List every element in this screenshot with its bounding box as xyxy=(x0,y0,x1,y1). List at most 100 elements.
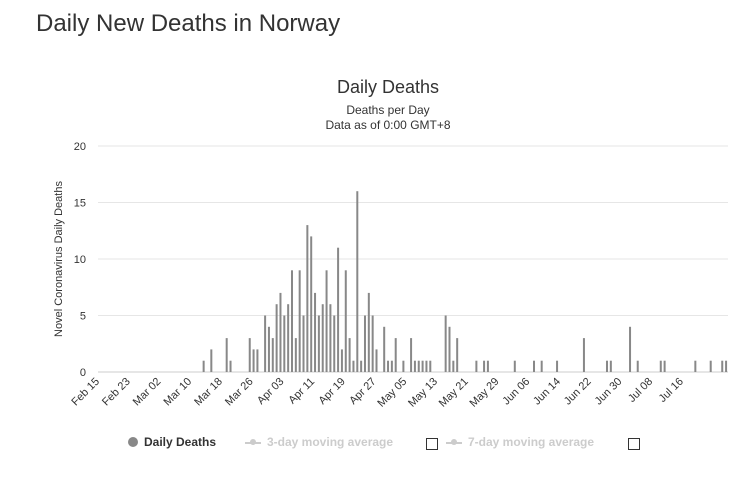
bar xyxy=(636,360,639,372)
bar xyxy=(609,360,612,372)
bar xyxy=(721,360,724,372)
bar xyxy=(225,338,228,372)
bar xyxy=(229,360,232,372)
bar xyxy=(413,360,416,372)
bar xyxy=(310,236,313,372)
bar xyxy=(337,247,340,372)
bar xyxy=(486,360,489,372)
bar xyxy=(287,304,290,372)
bar xyxy=(390,360,393,372)
bar xyxy=(314,292,317,372)
bar xyxy=(290,270,293,372)
bar xyxy=(709,360,712,372)
bar xyxy=(340,349,343,372)
y-tick-label: 10 xyxy=(74,254,86,266)
bar xyxy=(663,360,666,372)
x-tick-label: Jun 06 xyxy=(500,376,532,408)
legend-dot-icon xyxy=(128,437,138,447)
y-tick-labels: 0 5 10 15 20 xyxy=(74,141,86,379)
legend-item-daily-deaths[interactable]: Daily Deaths xyxy=(128,433,216,451)
bar xyxy=(725,360,728,372)
bar xyxy=(605,360,608,372)
bar xyxy=(306,225,309,372)
bar xyxy=(402,360,405,372)
bar xyxy=(294,338,297,372)
bar xyxy=(256,349,259,372)
bar xyxy=(394,338,397,372)
bar xyxy=(533,360,536,372)
checkbox-3day-average[interactable] xyxy=(426,438,438,450)
grid-lines xyxy=(98,145,728,373)
bar xyxy=(264,315,267,372)
x-tick-label: Mar 18 xyxy=(192,376,225,409)
bar xyxy=(333,315,336,372)
bar xyxy=(329,304,332,372)
bar xyxy=(344,270,347,372)
x-tick-label: May 29 xyxy=(468,376,502,410)
legend-label-daily-deaths: Daily Deaths xyxy=(144,435,217,449)
x-tick-label: Apr 27 xyxy=(347,376,378,407)
chart-subtitle: Deaths per Day xyxy=(346,103,429,117)
bar xyxy=(383,326,386,372)
x-tick-label: Apr 19 xyxy=(316,376,347,407)
bar xyxy=(348,338,351,372)
bar xyxy=(325,270,328,372)
y-tick-label: 5 xyxy=(80,311,86,323)
bar xyxy=(421,360,424,372)
x-tick-label: Jul 16 xyxy=(657,376,686,405)
bar xyxy=(267,326,270,372)
bar xyxy=(279,292,282,372)
x-tick-label: May 21 xyxy=(437,376,471,410)
x-tick-label: Mar 26 xyxy=(223,376,256,409)
legend-label-3day-average: 3-day moving average xyxy=(267,435,394,449)
y-axis-label: Novel Coronavirus Daily Deaths xyxy=(53,181,65,337)
bar xyxy=(363,315,366,372)
y-tick-label: 20 xyxy=(74,141,86,153)
bar xyxy=(425,360,428,372)
x-tick-label: Jun 30 xyxy=(593,376,625,408)
bar xyxy=(444,315,447,372)
bar xyxy=(410,338,413,372)
bar xyxy=(556,360,559,372)
bar xyxy=(429,360,432,372)
bars xyxy=(202,191,728,372)
legend-item-7day-average[interactable]: 7-day moving average xyxy=(446,433,594,451)
checkbox-7day-average[interactable] xyxy=(628,438,640,450)
bar xyxy=(417,360,420,372)
bar xyxy=(540,360,543,372)
bar xyxy=(360,360,363,372)
bar xyxy=(248,338,251,372)
bar xyxy=(352,360,355,372)
y-tick-label: 0 xyxy=(80,367,86,379)
bar xyxy=(298,270,301,372)
x-tick-label: Jun 14 xyxy=(531,376,563,408)
x-tick-label: Apr 11 xyxy=(286,376,317,407)
chart-subtitle-date: Data as of 0:00 GMT+8 xyxy=(325,118,450,132)
bar xyxy=(694,360,697,372)
legend-item-3day-average[interactable]: 3-day moving average xyxy=(245,433,393,451)
bar xyxy=(452,360,455,372)
bar xyxy=(387,360,390,372)
bar xyxy=(302,315,305,372)
bar xyxy=(629,326,632,372)
bar xyxy=(475,360,478,372)
x-tick-label: Jun 22 xyxy=(562,376,594,408)
bar xyxy=(252,349,255,372)
bar xyxy=(513,360,516,372)
x-tick-label: Mar 02 xyxy=(131,376,164,409)
bar xyxy=(582,338,585,372)
page-title: Daily New Deaths in Norway xyxy=(36,10,341,37)
bar xyxy=(367,292,370,372)
bar xyxy=(321,304,324,372)
bar xyxy=(375,349,378,372)
bar xyxy=(483,360,486,372)
bar xyxy=(275,304,278,372)
x-tick-label: Feb 23 xyxy=(100,376,133,409)
bar xyxy=(317,315,320,372)
bar xyxy=(371,315,374,372)
bar xyxy=(202,360,205,372)
x-tick-label: Jul 08 xyxy=(626,376,655,405)
bar xyxy=(456,338,459,372)
